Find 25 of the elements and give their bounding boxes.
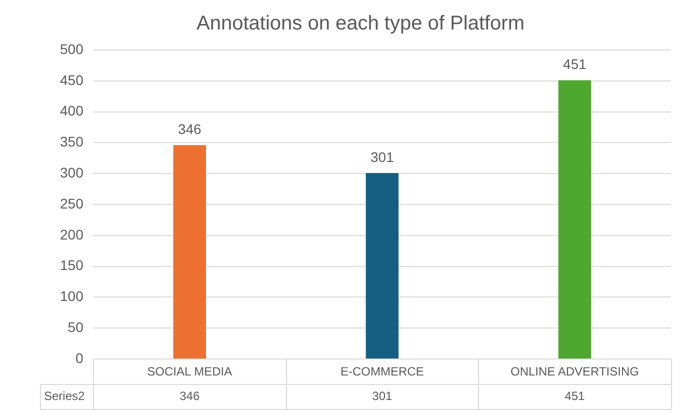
y-tick-label: 300	[60, 164, 84, 180]
y-tick-label: 100	[60, 288, 84, 304]
bar	[173, 145, 206, 358]
y-tick-label: 450	[60, 72, 84, 88]
chart-title: Annotations on each type of Platform	[196, 12, 524, 35]
text: Series2	[44, 388, 86, 403]
data-label: 301	[370, 148, 394, 165]
text: 451	[564, 388, 586, 403]
bar	[558, 80, 592, 358]
data-label: 346	[178, 121, 202, 138]
x-tick-label: E-COMMERCE	[340, 364, 424, 379]
y-tick-label: 250	[60, 195, 84, 212]
x-tick-label: ONLINE ADVERTISING	[510, 364, 639, 379]
y-tick-label: 350	[60, 134, 84, 150]
bar	[366, 172, 399, 358]
data-label: 451	[563, 56, 587, 72]
y-tick-label: 400	[60, 102, 84, 119]
text: 301	[372, 388, 393, 403]
y-tick-label: 50	[68, 318, 84, 335]
y-tick-label: 200	[60, 226, 84, 242]
y-tick-label: 150	[60, 257, 84, 274]
y-tick-label: 0	[76, 350, 84, 366]
y-tick-label: 500	[60, 40, 84, 57]
x-tick-label: SOCIAL MEDIA	[147, 364, 232, 379]
text: 346	[180, 388, 200, 403]
